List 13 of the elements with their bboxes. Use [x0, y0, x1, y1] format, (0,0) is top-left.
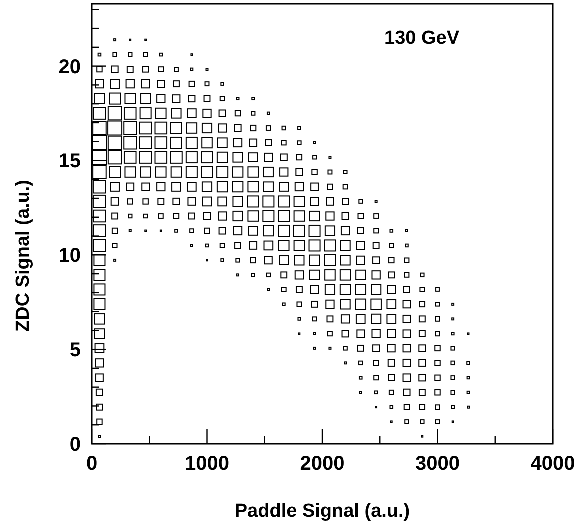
y-tick-label: 0	[70, 434, 81, 456]
y-tick-label: 20	[58, 56, 81, 78]
x-tick-label: 1000	[185, 453, 230, 475]
x-tick-label: 3000	[416, 453, 460, 475]
x-tick-label: 0	[86, 453, 98, 475]
y-tick-label: 10	[58, 245, 81, 268]
annotation: 130 GeV	[384, 28, 460, 49]
x-tick-label: 4000	[530, 453, 576, 475]
x-axis-title: Paddle Signal (a.u.)	[234, 501, 410, 522]
y-axis-title: ZDC Signal (a.u.)	[13, 180, 34, 332]
x-tick-label: 2000	[300, 453, 345, 475]
y-tick-label: 15	[58, 150, 81, 173]
y-tick-label: 5	[70, 340, 81, 362]
